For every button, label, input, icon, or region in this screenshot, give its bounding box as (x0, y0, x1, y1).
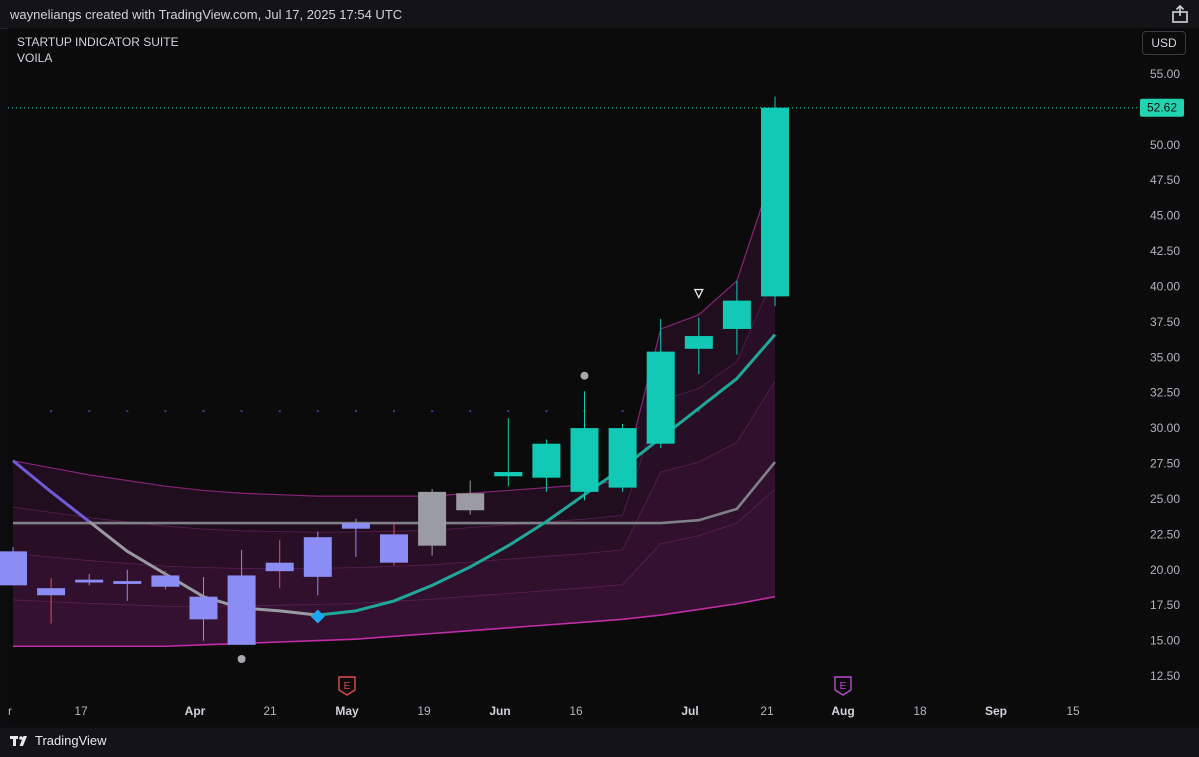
earnings-marker-icon (338, 676, 356, 696)
y-tick-label: 42.50 (1150, 244, 1180, 258)
band-inner-line (12, 381, 776, 569)
last-price-tag-label: 52.62 (1147, 101, 1177, 115)
y-tick-label: 45.00 (1150, 209, 1180, 223)
reference-dot (126, 410, 129, 413)
brand-label: TradingView (35, 733, 107, 748)
buy-signal-diamond (310, 609, 325, 624)
earnings-marker-icon (834, 676, 852, 696)
legend-line-2: VOILA (17, 51, 53, 65)
ema-line-bearish (12, 459, 91, 523)
y-tick-label: 17.50 (1150, 598, 1180, 612)
candle-body (418, 491, 447, 546)
y-tick-label: 55.00 (1150, 67, 1180, 81)
earnings-marker-label: E (344, 681, 351, 692)
legend-line-1: STARTUP INDICATOR SUITE (17, 35, 179, 49)
signal-dot-marker (580, 371, 589, 380)
reference-dot (164, 410, 167, 413)
reference-dot (469, 410, 472, 413)
reference-dot (278, 410, 281, 413)
candle-body (303, 537, 332, 577)
x-tick-label: 15 (1066, 704, 1080, 718)
x-tick-label: 21 (263, 704, 277, 718)
share-icon[interactable] (1169, 3, 1191, 25)
x-tick-label: r (8, 704, 12, 718)
y-tick-label: 27.50 (1150, 457, 1180, 471)
reference-dot (697, 410, 700, 413)
y-tick-label: 47.50 (1150, 173, 1180, 187)
x-tick-label: 21 (760, 704, 774, 718)
y-tick-label: 12.50 (1150, 669, 1180, 683)
x-tick-label: Apr (185, 704, 206, 718)
y-tick-label: 35.00 (1150, 350, 1180, 364)
y-tick-label: 32.50 (1150, 386, 1180, 400)
reference-dot (202, 410, 205, 413)
y-tick-label: 40.00 (1150, 279, 1180, 293)
reference-dot (316, 410, 319, 413)
candle-body (722, 300, 751, 329)
reference-dot (431, 410, 434, 413)
candle-body (684, 336, 713, 349)
x-tick-label: 17 (74, 704, 88, 718)
reference-dot (507, 410, 510, 413)
x-tick-label: Sep (985, 704, 1007, 718)
footer-bar: TradingView (0, 728, 1199, 757)
y-tick-label: 22.50 (1150, 527, 1180, 541)
candle-body (341, 523, 370, 529)
candle-body (0, 551, 27, 586)
x-tick-label: Aug (831, 704, 854, 718)
y-tick-label: 20.00 (1150, 563, 1180, 577)
candle-body (761, 107, 789, 297)
candle-body (189, 596, 218, 620)
attribution-text: wayneliangs created with TradingView.com… (10, 7, 403, 22)
sell-signal-triangle (693, 288, 704, 300)
reference-dot (240, 410, 243, 413)
x-tick-label: 18 (913, 704, 927, 718)
baseline-line (13, 461, 777, 525)
earnings-marker-label: E (840, 681, 847, 692)
tradingview-brand[interactable]: TradingView (10, 733, 107, 748)
x-tick-label: 16 (569, 704, 583, 718)
y-tick-label: 15.00 (1150, 634, 1180, 648)
y-tick-label: 25.00 (1150, 492, 1180, 506)
candle-body (646, 351, 675, 444)
price-chart[interactable]: 55.0052.5050.0047.5045.0042.5040.0037.50… (0, 0, 1199, 728)
candle-body (227, 575, 256, 645)
candle-body (494, 472, 523, 477)
reference-dot (393, 410, 395, 413)
candle-body (37, 588, 66, 596)
candle-body (570, 428, 599, 492)
candle-body (151, 575, 180, 587)
x-tick-label: 19 (417, 704, 431, 718)
candle-body (265, 562, 294, 572)
x-tick-label: Jul (681, 704, 698, 718)
y-tick-label: 50.00 (1150, 138, 1180, 152)
candle-body (113, 581, 142, 584)
ema-line-bullish (317, 333, 777, 617)
reference-dot (88, 410, 91, 413)
candle-body (75, 579, 104, 583)
signal-dot-marker (237, 655, 246, 664)
x-tick-label: May (335, 704, 359, 718)
reference-dot (545, 410, 548, 413)
reference-dot (50, 410, 53, 413)
currency-button[interactable]: USD (1142, 31, 1186, 55)
tradingview-logo-icon (10, 735, 27, 746)
candle-body (608, 428, 637, 488)
volatility-band-fill (13, 166, 775, 647)
y-tick-label: 30.00 (1150, 421, 1180, 435)
candle-body (456, 493, 485, 511)
last-price-tag (1140, 98, 1184, 117)
indicator-legend: STARTUP INDICATOR SUITE VOILA (17, 34, 179, 66)
y-tick-label: 37.50 (1150, 315, 1180, 329)
candle-body (380, 534, 408, 563)
band-lower-line (13, 595, 776, 648)
x-tick-label: Jun (489, 704, 510, 718)
candle-body (532, 443, 561, 478)
reference-dot (621, 410, 624, 413)
reference-dot (354, 410, 357, 413)
